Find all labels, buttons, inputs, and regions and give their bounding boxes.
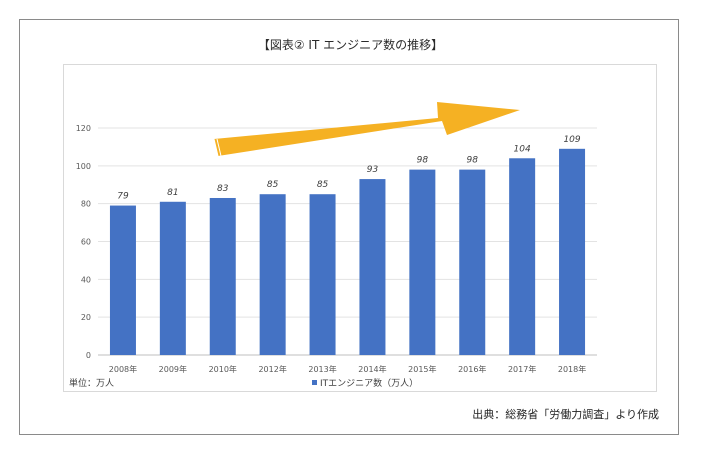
y-axis: 0 20 40 60 80 100 120 [76,124,91,360]
bar [259,194,286,355]
data-labels: 79 81 83 85 85 93 98 98 104 109 [117,135,581,202]
y-tick-label: 80 [81,200,91,209]
figure-frame [19,19,679,435]
y-tick-label: 100 [76,162,91,171]
data-label: 104 [514,144,531,154]
bar [309,194,336,355]
y-tick-label: 120 [76,124,91,133]
x-tick-label: 2017年 [508,364,536,374]
x-tick-label: 2016年 [458,364,486,374]
x-tick-label: 2014年 [358,364,386,374]
y-tick-label: 60 [81,238,91,247]
data-label: 85 [317,180,329,190]
trend-arrow-tail-stripe [213,138,219,157]
x-tick-label: 2015年 [408,364,436,374]
bar [509,158,536,355]
data-label: 79 [117,192,129,202]
x-tick-label: 2009年 [159,364,187,374]
chart-area-frame [63,64,657,392]
x-tick-label: 2013年 [308,364,336,374]
x-tick-label: 2010年 [209,364,237,374]
bar [359,179,386,355]
source-label: 出典：総務省「労働力調査」より作成 [472,408,659,421]
legend-label: ITエンジニア数（万人） [320,379,419,389]
trend-arrow [213,102,520,157]
data-label: 109 [563,135,580,145]
data-label: 93 [367,165,379,175]
bars [109,148,586,355]
bar [409,169,436,355]
bar [209,197,236,355]
data-label: 83 [217,184,229,194]
legend-swatch [312,380,317,385]
unit-label: 単位：万人 [69,379,115,389]
legend: ITエンジニア数（万人） [312,376,418,389]
y-tick-label: 0 [86,351,91,360]
bar [109,205,136,355]
x-tick-label: 2012年 [258,364,286,374]
x-axis: 2008年 2009年 2010年 2012年 2013年 2014年 2015年 2016年… [109,364,586,374]
data-label: 98 [417,156,429,166]
bar [559,148,586,355]
bar [159,201,186,355]
y-tick-label: 20 [81,313,91,322]
y-tick-label: 40 [81,275,91,284]
x-tick-label: 2008年 [109,364,137,374]
bar [459,169,486,355]
data-label: 85 [267,180,279,190]
trend-arrow-tail-stripe [216,138,222,157]
x-tick-label: 2018年 [558,364,586,374]
data-label: 81 [167,188,178,198]
trend-arrow-shape [214,102,520,156]
chart-title: 【図表② IT エンジニア数の推移】 [257,38,444,52]
data-label: 98 [467,156,479,166]
